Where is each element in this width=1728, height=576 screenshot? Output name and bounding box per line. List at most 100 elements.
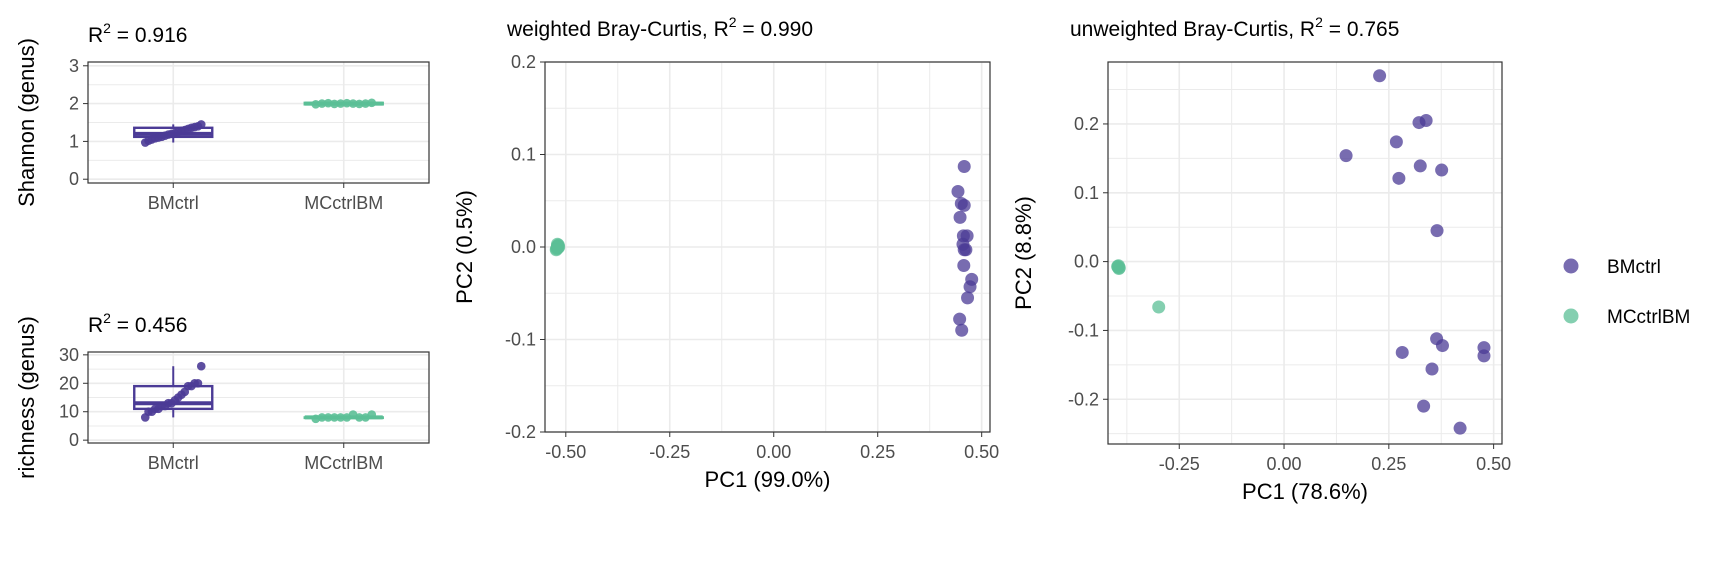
point-BMctrl [1373,69,1387,83]
point-BMctrl [193,378,203,388]
box-BMctrl [133,384,214,411]
point-BMctrl [1425,362,1439,376]
shannon-boxplot-panel: 0 1 2 3 BMctrl MCctrlBM Shannon (genus) R2 = 0.… [14,20,430,213]
point-BMctrl [1339,149,1353,163]
y-tick-label: 0.1 [1074,183,1099,203]
panel-border [87,61,430,184]
y-tick-label: 20 [59,373,79,393]
point-MCctrlBM [551,241,565,255]
y-tick-label: 0.1 [511,145,536,165]
x-tick-label: -0.25 [649,442,690,462]
panel-border [1107,61,1503,445]
x-tick-label: 0.25 [1371,454,1406,474]
point-BMctrl [955,323,969,337]
y-tick-label: 0.0 [1074,252,1099,272]
y-tick-label: -0.2 [505,422,536,442]
legend-key-MCctrlBM [1563,308,1579,324]
point-MCctrlBM [317,99,327,108]
legend-label-BMctrl: BMctrl [1607,257,1661,278]
point-BMctrl [1413,159,1427,173]
x-tick-label: BMctrl [148,193,199,213]
y-tick-label: 0 [69,169,79,189]
point-MCctrlBM [361,99,370,108]
point-BMctrl [1392,171,1406,185]
point-BMctrl [951,185,965,198]
y-tick-label: 30 [59,345,79,365]
y-tick-label: 3 [69,56,79,76]
y-axis-title: PC2 (0.5%) [452,190,477,304]
panel-border [87,351,430,444]
legend-key-BMctrl [1563,258,1579,274]
x-tick-label: MCctrlBM [304,193,383,213]
legend-label-MCctrlBM: MCctrlBM [1607,307,1690,328]
y-tick-label: -0.2 [1068,389,1099,409]
x-tick-label: 0.25 [860,442,895,462]
point-BMctrl [961,291,975,305]
x-axis-title: PC1 (78.6%) [1242,479,1368,504]
point-MCctrlBM [367,98,377,108]
x-axis-title: PC1 (99.0%) [705,467,831,492]
point-BMctrl [953,210,967,224]
y-tick-label: 0.0 [511,237,536,257]
x-tick-label: -0.25 [1159,454,1200,474]
richness-boxplot-panel: 0 10 20 30 BMctrl MCctrlBM richness (genus) R2 … [14,310,430,479]
panel-title: R2 = 0.916 [88,20,187,47]
point-BMctrl [1435,163,1449,177]
point-MCctrlBM [348,410,358,419]
y-tick-label: 0.2 [1074,114,1099,134]
x-tick-label: 0.50 [1476,454,1511,474]
y-tick-label: 0.2 [511,52,536,72]
point-MCctrlBM [311,100,321,109]
point-MCctrlBM [336,413,345,422]
point-BMctrl [953,312,967,326]
point-BMctrl [959,243,973,257]
point-BMctrl [1430,224,1444,238]
point-BMctrl [196,361,206,371]
point-BMctrl [957,160,971,174]
point-MCctrlBM [1111,259,1125,273]
point-MCctrlBM [330,99,339,109]
x-tick-label: 0.00 [756,442,791,462]
point-MCctrlBM [336,99,345,108]
y-tick-label: 1 [69,131,79,151]
y-axis-title: Shannon (genus) [14,38,39,207]
y-axis-title: richness (genus) [14,316,39,479]
point-BMctrl [957,259,971,272]
point-BMctrl [963,280,977,294]
y-tick-label: 10 [59,402,79,422]
x-tick-label: 0.00 [1267,454,1302,474]
x-tick-label: 0.50 [964,442,999,462]
legend: BMctrl MCctrlBM [1563,257,1690,328]
x-tick-label: MCctrlBM [304,453,383,473]
point-MCctrlBM [323,413,333,422]
x-tick-label: BMctrl [148,453,199,473]
y-tick-label: 0 [69,430,79,450]
point-MCctrlBM [1152,300,1166,314]
panel-title: R2 = 0.456 [88,310,187,337]
point-MCctrlBM [317,413,327,422]
y-tick-label: -0.1 [505,330,536,350]
point-BMctrl [1389,135,1403,149]
point-MCctrlBM [348,99,358,108]
point-BMctrl [1417,399,1431,413]
point-MCctrlBM [342,98,352,108]
point-BMctrl [1453,421,1467,435]
point-MCctrlBM [355,99,364,109]
point-BMctrl [957,198,971,212]
x-tick-label: -0.50 [545,442,586,462]
weighted-bray-curtis-scatter-panel: -0.2 -0.1 0.0 0.1 0.2 -0.50 -0.25 0.00 0.25 0.50 P… [452,14,999,492]
point-MCctrlBM [367,410,377,419]
point-BMctrl [1395,345,1409,359]
point-BMctrl [1412,116,1426,130]
y-axis-title: PC2 (8.8%) [1011,196,1036,310]
point-BMctrl [1477,349,1491,363]
panel-title: unweighted Bray-Curtis, R2 = 0.765 [1070,14,1399,41]
point-MCctrlBM [330,413,339,422]
point-MCctrlBM [323,98,333,108]
y-tick-label: -0.1 [1068,320,1099,340]
panel-title: weighted Bray-Curtis, R2 = 0.990 [506,14,813,41]
point-BMctrl [1435,339,1449,353]
point-BMctrl [196,120,206,129]
unweighted-bray-curtis-scatter-panel: -0.2 -0.1 0.0 0.1 0.2 -0.25 0.00 0.25 0.50 PC1 (7… [1011,14,1511,504]
